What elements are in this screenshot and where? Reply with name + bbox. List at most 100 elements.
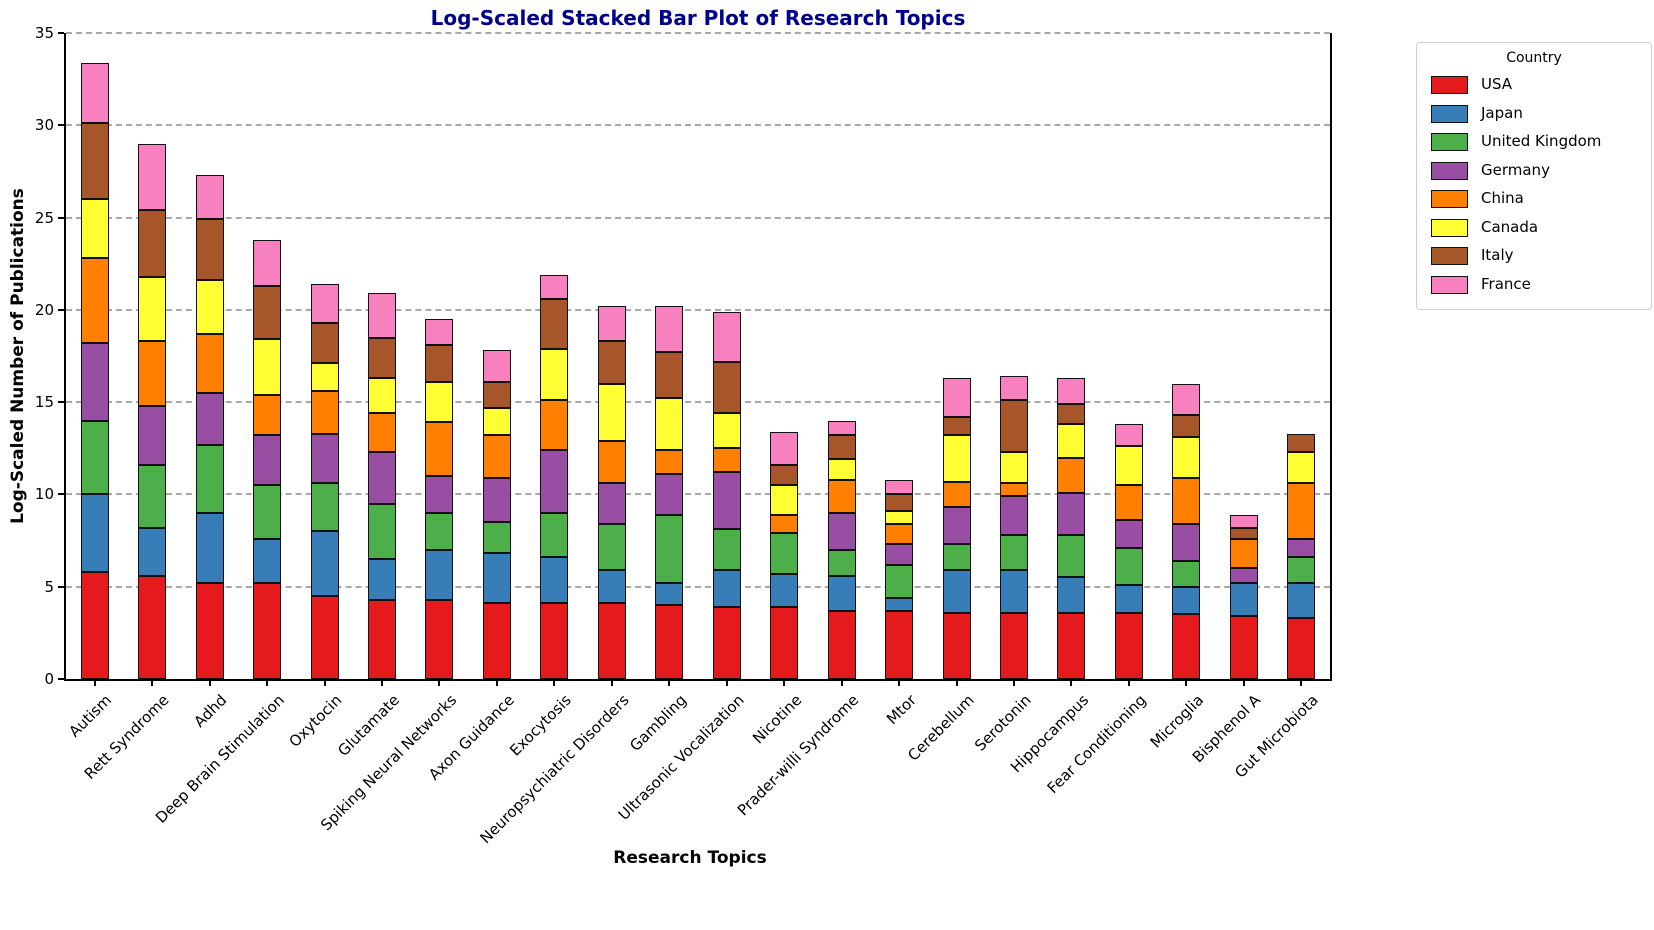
bar-segment-united-kingdom (540, 512, 569, 558)
x-tick-mark (1242, 679, 1245, 686)
bar-segment-canada (597, 383, 626, 441)
bar-segment-canada (827, 459, 856, 480)
bar-segment-italy (1287, 433, 1316, 452)
bar-segment-united-kingdom (195, 444, 224, 513)
bar-segment-canada (1000, 451, 1028, 484)
bar-segment-germany (80, 343, 109, 421)
bar-segment-italy (425, 344, 454, 382)
y-tick-label: 25 (34, 208, 54, 227)
bar-segment-germany (195, 392, 224, 445)
bar-segment-germany (827, 512, 856, 550)
bar-segment-japan (1057, 577, 1086, 613)
bar-segment-japan (1172, 586, 1201, 615)
bar-segment-canada (310, 363, 339, 392)
bar-segment-china (1287, 483, 1316, 539)
bar-segment-united-kingdom (1172, 560, 1201, 587)
legend-swatch-germany (1431, 161, 1468, 180)
bar-segment-united-kingdom (770, 533, 799, 574)
bar-segment-japan (80, 494, 109, 572)
x-tick-mark (323, 679, 326, 686)
bar-segment-germany (885, 544, 914, 565)
bar-segment-italy (1057, 403, 1086, 425)
y-tick-label: 0 (44, 670, 54, 688)
bar-segment-france (827, 420, 856, 436)
bar-segment-france (425, 319, 454, 345)
bar-segment-canada (80, 199, 109, 259)
legend-swatch-china (1431, 190, 1468, 208)
bar-segment-usa (655, 605, 684, 679)
bar-segment-united-kingdom (885, 564, 914, 598)
x-tick-mark (381, 679, 383, 686)
bar-segment-canada (482, 407, 511, 436)
bar-segment-usa (1229, 616, 1258, 679)
bar-segment-germany (942, 507, 971, 545)
x-tick-mark (1185, 679, 1188, 686)
bar-segment-china (80, 258, 109, 344)
bar-segment-usa (195, 583, 224, 679)
bar-segment-united-kingdom (1000, 535, 1028, 571)
bar-segment-germany (253, 435, 282, 486)
bar-segment-france (1114, 424, 1143, 447)
bar-segment-germany (1057, 492, 1086, 536)
bar-segment-china (655, 450, 684, 475)
bar-segment-france (138, 143, 167, 211)
y-tick-label: 20 (34, 300, 54, 319)
bar-segment-united-kingdom (368, 503, 396, 560)
axis-spine (1330, 33, 1332, 681)
legend-swatch-usa (1431, 76, 1468, 94)
bar-segment-japan (655, 583, 684, 606)
bar-segment-italy (827, 435, 856, 460)
x-tick-mark (151, 679, 154, 686)
bar-segment-china (885, 523, 914, 545)
bar-segment-italy (80, 123, 109, 200)
bar-segment-china (712, 448, 741, 473)
bar-segment-germany (1172, 523, 1201, 561)
bar-segment-canada (712, 413, 741, 449)
x-tick-mark (438, 679, 441, 686)
x-tick-label: Autism (65, 691, 116, 741)
bar-segment-japan (1287, 583, 1316, 619)
bar-segment-italy (253, 285, 282, 340)
bar-segment-united-kingdom (310, 483, 339, 532)
bar-segment-china (425, 422, 454, 476)
bar-segment-germany (597, 483, 626, 524)
bar-segment-japan (1229, 583, 1258, 617)
x-tick-mark (1013, 679, 1015, 686)
x-tick-mark (266, 679, 269, 686)
legend-swatch-france (1431, 275, 1468, 294)
bar-segment-china (1114, 485, 1143, 521)
y-tick-label: 15 (34, 393, 54, 412)
bar-segment-france (1229, 514, 1258, 528)
bar-segment-canada (1057, 424, 1086, 458)
bar-segment-canada (253, 339, 282, 395)
bar-segment-canada (195, 280, 224, 334)
gridline (66, 216, 1330, 219)
bar-segment-usa (1172, 614, 1201, 679)
bar-segment-china (1172, 477, 1201, 524)
bar-segment-japan (310, 531, 339, 596)
x-tick-label: Microglia (1146, 691, 1208, 752)
bar-segment-germany (368, 451, 396, 504)
bar-segment-canada (425, 381, 454, 423)
gridline (66, 585, 1330, 588)
bar-segment-china (942, 481, 971, 508)
x-tick-mark (955, 679, 958, 686)
bar-segment-france (770, 431, 799, 465)
y-tick-label: 10 (34, 485, 54, 504)
bar-segment-china (827, 479, 856, 513)
x-tick-mark (1070, 679, 1073, 686)
bar-segment-canada (1172, 437, 1201, 478)
bar-segment-canada (368, 378, 396, 414)
bar-segment-usa (368, 599, 396, 679)
bar-segment-italy (368, 337, 396, 379)
bar-segment-usa (597, 603, 626, 679)
bar-segment-china (1057, 457, 1086, 493)
x-tick-mark (495, 679, 498, 686)
bar-segment-italy (770, 464, 799, 486)
bar-segment-germany (1000, 496, 1028, 536)
y-tick-mark (58, 216, 64, 219)
bar-segment-united-kingdom (138, 464, 167, 528)
bar-segment-canada (1287, 451, 1316, 484)
axis-spine (64, 33, 66, 681)
